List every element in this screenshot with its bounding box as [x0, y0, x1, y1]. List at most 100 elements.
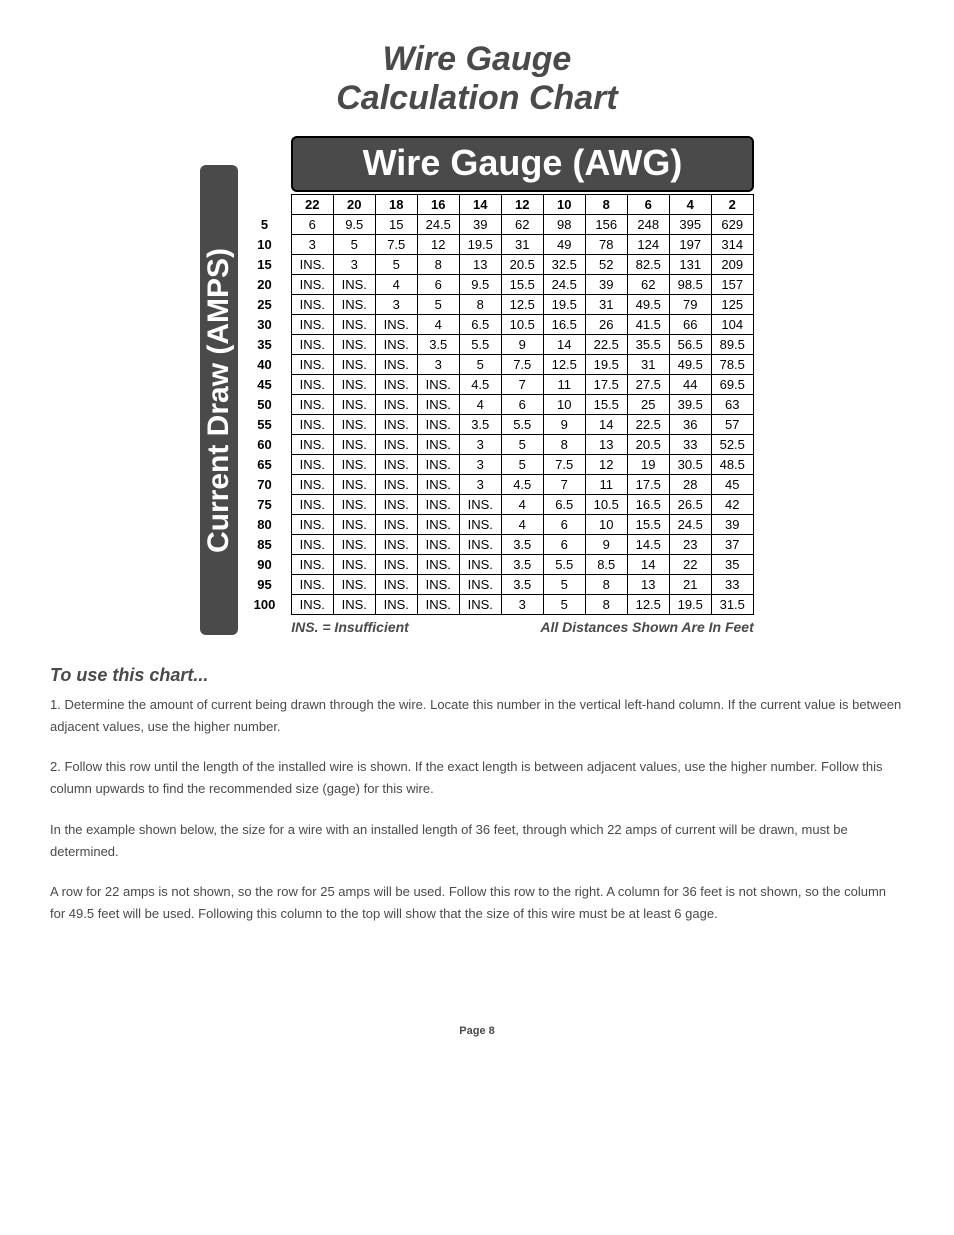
data-cell: 31.5: [711, 595, 753, 615]
data-cell: 35: [711, 555, 753, 575]
data-cell: 156: [585, 215, 627, 235]
data-cell: 629: [711, 215, 753, 235]
table-row: 65INS.INS.INS.INS.357.5121930.548.5: [238, 455, 753, 475]
data-cell: INS.: [375, 575, 417, 595]
data-cell: INS.: [375, 375, 417, 395]
data-cell: 5: [501, 455, 543, 475]
data-cell: 15.5: [501, 275, 543, 295]
data-cell: 10.5: [501, 315, 543, 335]
column-header: 10: [543, 195, 585, 215]
data-cell: 3: [501, 595, 543, 615]
data-cell: INS.: [459, 595, 501, 615]
data-cell: 5: [459, 355, 501, 375]
corner-cell: [238, 195, 291, 215]
data-cell: 8.5: [585, 555, 627, 575]
data-cell: INS.: [375, 435, 417, 455]
data-cell: 9.5: [333, 215, 375, 235]
data-cell: INS.: [291, 255, 333, 275]
data-cell: 26: [585, 315, 627, 335]
data-cell: 6: [417, 275, 459, 295]
data-cell: 42: [711, 495, 753, 515]
data-cell: INS.: [291, 415, 333, 435]
data-cell: 56.5: [669, 335, 711, 355]
data-cell: 19.5: [459, 235, 501, 255]
data-cell: INS.: [417, 375, 459, 395]
data-cell: 24.5: [417, 215, 459, 235]
data-cell: 22.5: [585, 335, 627, 355]
row-header: 80: [238, 515, 291, 535]
data-cell: 14.5: [627, 535, 669, 555]
data-cell: 6.5: [543, 495, 585, 515]
data-cell: INS.: [291, 575, 333, 595]
table-block: Wire Gauge (AWG) 222018161412108642 569.…: [238, 136, 754, 635]
data-cell: INS.: [417, 575, 459, 595]
data-cell: INS.: [375, 535, 417, 555]
data-cell: INS.: [333, 475, 375, 495]
data-cell: 12: [585, 455, 627, 475]
footnote-left: INS. = Insufficient: [291, 619, 409, 635]
row-header: 95: [238, 575, 291, 595]
data-cell: 6: [543, 535, 585, 555]
data-cell: INS.: [291, 455, 333, 475]
data-cell: INS.: [375, 555, 417, 575]
data-cell: 22: [669, 555, 711, 575]
data-cell: 48.5: [711, 455, 753, 475]
data-cell: 39.5: [669, 395, 711, 415]
data-cell: 57: [711, 415, 753, 435]
data-cell: INS.: [417, 415, 459, 435]
data-cell: 52: [585, 255, 627, 275]
instructions-title: To use this chart...: [50, 665, 904, 686]
data-cell: 3: [417, 355, 459, 375]
data-cell: 4: [501, 515, 543, 535]
data-cell: 22.5: [627, 415, 669, 435]
data-cell: INS.: [417, 495, 459, 515]
data-cell: 7: [501, 375, 543, 395]
data-cell: INS.: [291, 375, 333, 395]
row-header: 90: [238, 555, 291, 575]
table-row: 60INS.INS.INS.INS.3581320.53352.5: [238, 435, 753, 455]
data-cell: INS.: [417, 435, 459, 455]
data-cell: 26.5: [669, 495, 711, 515]
data-cell: 8: [585, 595, 627, 615]
data-cell: 7: [543, 475, 585, 495]
data-cell: 15: [375, 215, 417, 235]
data-cell: INS.: [459, 555, 501, 575]
data-cell: 12.5: [501, 295, 543, 315]
table-row: 20INS.INS.469.515.524.5396298.5157: [238, 275, 753, 295]
column-header: 14: [459, 195, 501, 215]
data-cell: 248: [627, 215, 669, 235]
data-cell: 5: [501, 435, 543, 455]
data-cell: INS.: [291, 515, 333, 535]
data-cell: 314: [711, 235, 753, 255]
data-cell: 33: [669, 435, 711, 455]
instruction-paragraph: 1. Determine the amount of current being…: [50, 694, 904, 738]
row-header: 10: [238, 235, 291, 255]
row-header: 30: [238, 315, 291, 335]
data-cell: INS.: [375, 515, 417, 535]
data-cell: 3: [459, 435, 501, 455]
data-cell: 49: [543, 235, 585, 255]
data-cell: INS.: [291, 355, 333, 375]
column-header: 12: [501, 195, 543, 215]
data-cell: 28: [669, 475, 711, 495]
table-body: 569.51524.539629815624839562910357.51219…: [238, 215, 753, 615]
data-cell: 8: [585, 575, 627, 595]
data-cell: INS.: [291, 435, 333, 455]
data-cell: 19.5: [543, 295, 585, 315]
data-cell: 10: [585, 515, 627, 535]
table-row: 70INS.INS.INS.INS.34.571117.52845: [238, 475, 753, 495]
column-header: 22: [291, 195, 333, 215]
data-cell: INS.: [375, 495, 417, 515]
data-cell: 35.5: [627, 335, 669, 355]
data-cell: 104: [711, 315, 753, 335]
data-cell: 5: [333, 235, 375, 255]
title-line-2: Calculation Chart: [336, 79, 617, 117]
data-cell: 9: [501, 335, 543, 355]
data-cell: 98: [543, 215, 585, 235]
data-cell: INS.: [459, 515, 501, 535]
row-header: 75: [238, 495, 291, 515]
data-cell: INS.: [333, 495, 375, 515]
instruction-paragraph: 2. Follow this row until the length of t…: [50, 756, 904, 800]
data-cell: INS.: [333, 595, 375, 615]
data-cell: 19.5: [669, 595, 711, 615]
